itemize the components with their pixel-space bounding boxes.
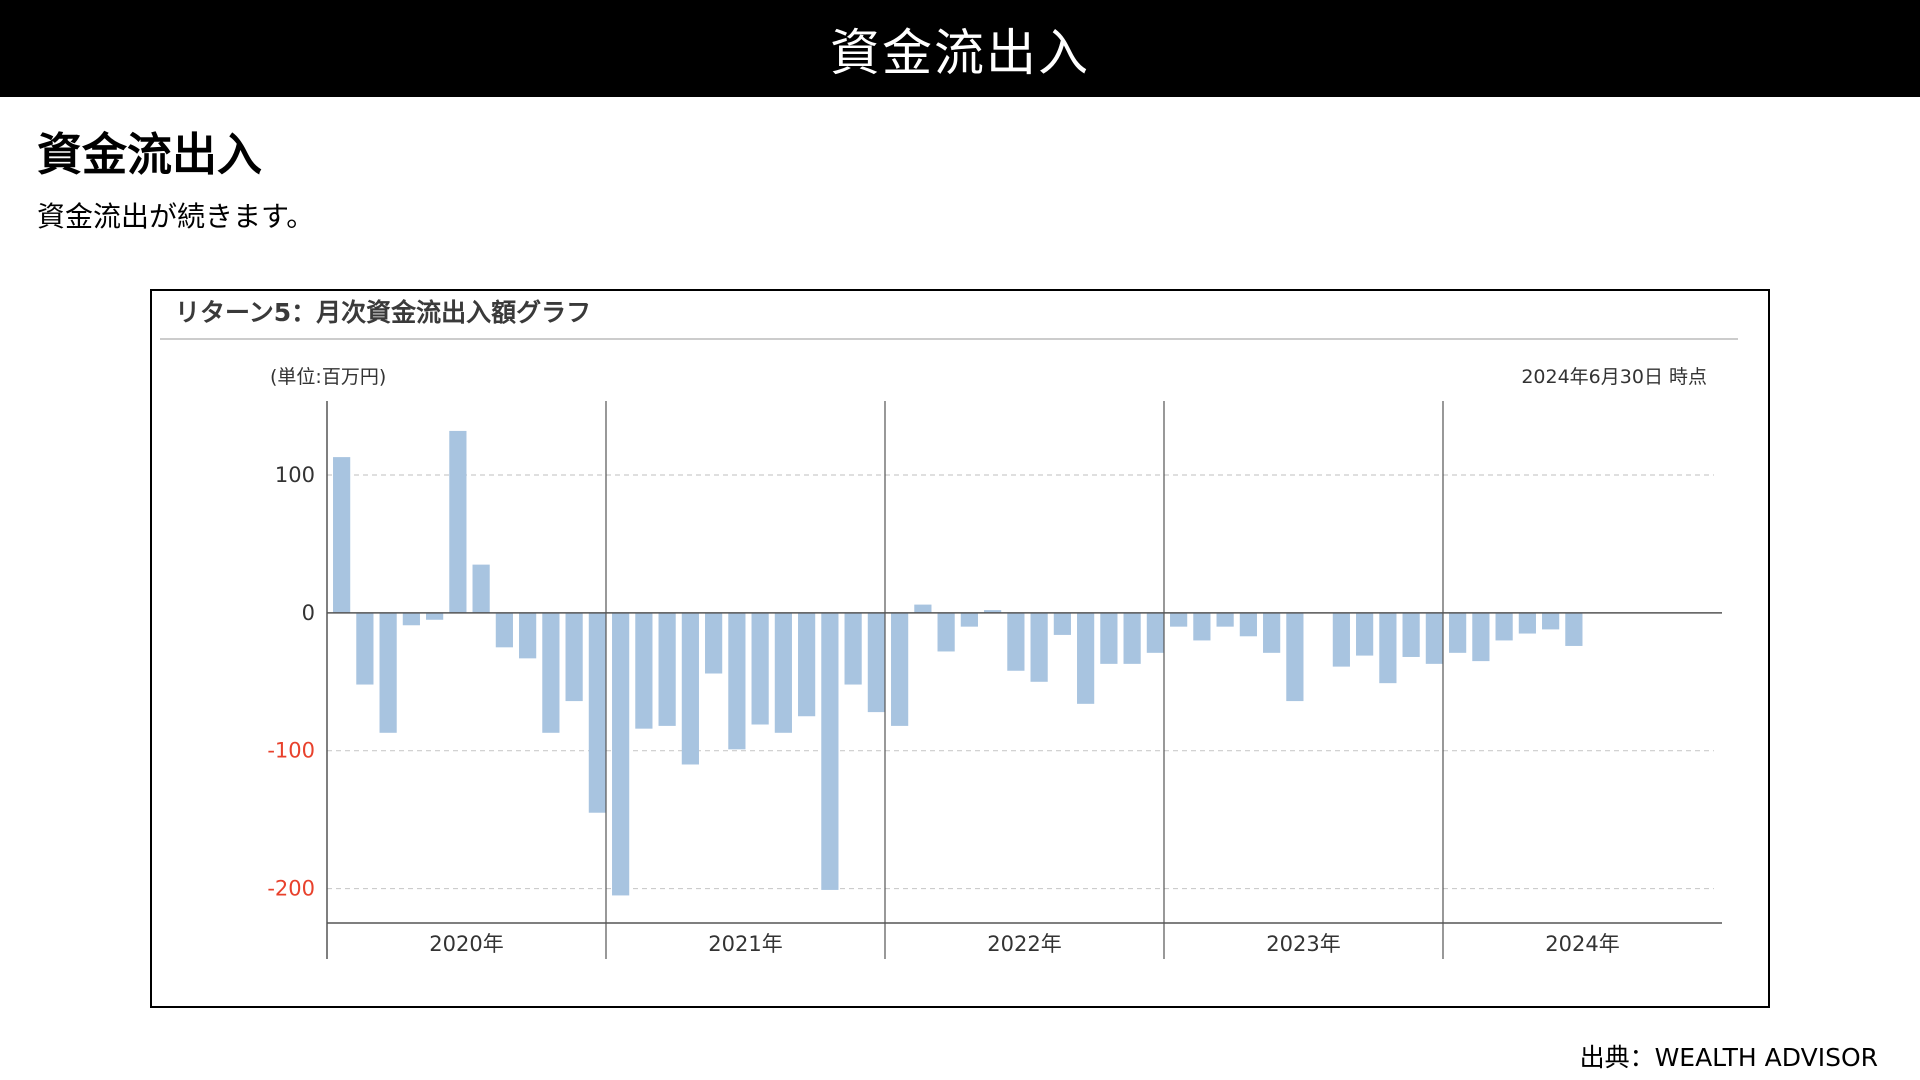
bar: [681, 612, 699, 765]
bar: [1170, 612, 1188, 627]
bar: [635, 612, 653, 729]
bar: [1077, 612, 1095, 704]
bar: [1053, 612, 1071, 635]
x-tick-label: 2021年: [708, 932, 782, 956]
bar: [1472, 612, 1490, 662]
bar: [1030, 612, 1048, 682]
bar: [1402, 612, 1420, 657]
x-tick-label: 2020年: [429, 932, 503, 956]
bar: [612, 612, 630, 896]
bar: [542, 612, 560, 733]
bar: [1239, 612, 1257, 637]
bar: [867, 612, 885, 713]
bar: [588, 612, 606, 813]
bar: [1495, 612, 1513, 641]
bar: [519, 612, 537, 659]
title-bar: 資金流出入: [0, 0, 1920, 97]
bar: [1565, 612, 1583, 646]
bar: [356, 612, 374, 685]
bar: [449, 430, 467, 613]
bar: [1216, 612, 1234, 627]
bar: [705, 612, 723, 674]
bar: [495, 612, 513, 648]
bar: [1146, 612, 1164, 653]
bar: [565, 612, 583, 702]
x-tick-label: 2023年: [1266, 932, 1340, 956]
bar: [658, 612, 676, 726]
y-tick-label: 0: [302, 601, 315, 625]
bar: [937, 612, 955, 652]
bar: [1425, 612, 1443, 664]
bar: [1356, 612, 1374, 656]
bar: [844, 612, 862, 685]
section-heading: 資金流出入: [37, 128, 263, 181]
as-of-date: 2024年6月30日 時点: [1521, 366, 1707, 388]
bar: [1123, 612, 1141, 664]
bar: [891, 612, 909, 726]
bar: [798, 612, 816, 717]
bar: [426, 612, 444, 620]
bar: [1518, 612, 1536, 634]
bar: [960, 612, 978, 627]
y-tick-label: -100: [267, 739, 315, 763]
source-credit: 出典：WEALTH ADVISOR: [1579, 1043, 1878, 1072]
x-tick-label: 2022年: [987, 932, 1061, 956]
bar: [379, 612, 397, 733]
bar: [472, 564, 490, 613]
bar: [1542, 612, 1560, 630]
bar: [1379, 612, 1397, 684]
bar: [728, 612, 746, 750]
y-tick-label: 100: [275, 463, 315, 487]
unit-label: (単位:百万円): [270, 366, 386, 388]
bar: [1007, 612, 1025, 671]
bar: [333, 457, 351, 613]
y-tick-label: -200: [267, 877, 315, 901]
x-tick-label: 2024年: [1545, 932, 1619, 956]
bar: [1286, 612, 1304, 702]
chart-frame: リターン5：月次資金流出入額グラフ (単位:百万円) 2024年6月30日 時点…: [150, 289, 1770, 1008]
bar: [1332, 612, 1350, 667]
bar: [914, 604, 932, 613]
bar: [1193, 612, 1211, 641]
page-title: 資金流出入: [830, 23, 1090, 82]
bar: [984, 610, 1002, 613]
bar: [1263, 612, 1281, 653]
bar: [1100, 612, 1118, 664]
chart-title: リターン5：月次資金流出入額グラフ: [175, 298, 591, 327]
bar: [402, 612, 420, 626]
bar: [774, 612, 792, 733]
fund-flow-chart: リターン5：月次資金流出入額グラフ (単位:百万円) 2024年6月30日 時点…: [160, 298, 1738, 959]
bar: [751, 612, 769, 725]
bar: [1449, 612, 1467, 653]
section-description: 資金流出が続きます。: [37, 200, 315, 233]
bar: [821, 612, 839, 890]
